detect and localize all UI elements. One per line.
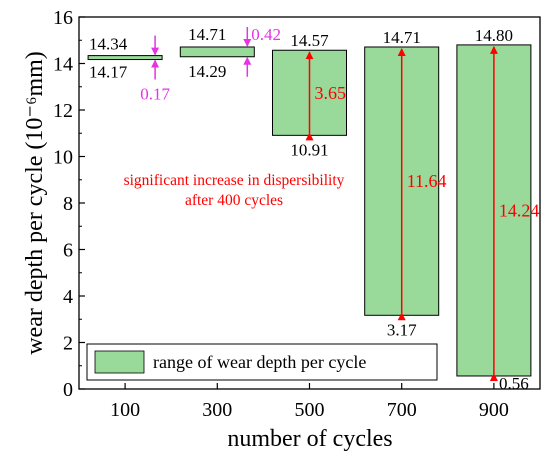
- legend-label: range of wear depth per cycle: [153, 352, 366, 372]
- y-tick-label: 8: [63, 193, 73, 215]
- span-label: 0.42: [251, 25, 281, 44]
- x-tick-label: 300: [202, 399, 232, 421]
- x-tick-label: 900: [479, 399, 509, 421]
- span-label: 11.64: [407, 171, 447, 191]
- low-label: 14.17: [89, 63, 128, 82]
- low-label: 3.17: [387, 320, 417, 339]
- labels-layer: 14.34 14.17 0.17 14.71 14.29 0.42 3.65 14.57 10.…: [89, 25, 539, 393]
- x-axis-title: number of cycles: [227, 426, 392, 452]
- y-axis-title: wear depth per cycle (10⁻⁶mm): [22, 51, 48, 355]
- axis-layer: 0 2 4 6 8 10 12 14 16 100 300 500 700 900: [53, 7, 509, 421]
- x-tick-label: 500: [295, 399, 325, 421]
- high-label: 14.34: [89, 35, 128, 54]
- low-label: 0.56: [499, 374, 529, 393]
- x-tick-label: 700: [387, 399, 417, 421]
- y-tick-label: 2: [63, 333, 73, 355]
- y-tick-label: 10: [53, 147, 73, 169]
- y-tick-label: 12: [53, 100, 73, 122]
- y-tick-label: 16: [53, 7, 73, 29]
- span-label: 3.65: [315, 83, 347, 103]
- range-bar: [87, 55, 163, 61]
- y-tick-label: 6: [63, 240, 73, 262]
- high-label: 14.71: [383, 28, 421, 47]
- legend-swatch: [94, 350, 145, 374]
- y-tick-label: 14: [53, 54, 73, 76]
- legend: range of wear depth per cycle: [86, 343, 438, 381]
- high-label: 14.71: [188, 25, 226, 44]
- span-label: 14.24: [499, 200, 540, 220]
- y-tick-label: 4: [63, 286, 73, 308]
- low-label: 10.91: [290, 140, 328, 159]
- annotation-line-1: significant increase in dispersibility: [124, 172, 345, 189]
- high-label: 14.57: [290, 31, 329, 50]
- x-tick-label: 100: [110, 399, 140, 421]
- annotation-line-2: after 400 cycles: [185, 192, 283, 209]
- arrows-layer: [151, 26, 498, 381]
- legend-box: [86, 343, 438, 381]
- range-bar: [179, 46, 255, 58]
- low-label: 14.29: [188, 62, 226, 81]
- y-tick-label: 0: [63, 379, 73, 401]
- high-label: 14.80: [475, 26, 513, 45]
- span-label: 0.17: [140, 85, 170, 104]
